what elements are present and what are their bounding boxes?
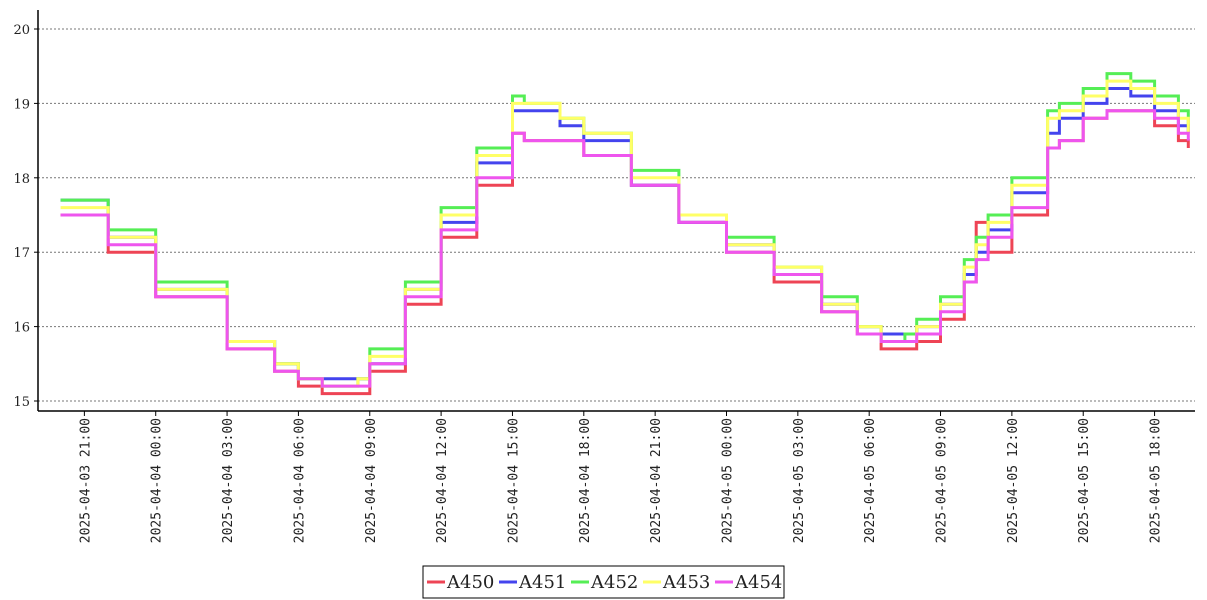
x-tick-label: 2025-04-04 21:00 (649, 418, 664, 543)
x-tick-label: 2025-04-04 00:00 (150, 418, 165, 543)
x-tick-label: 2025-04-05 18:00 (1149, 418, 1164, 543)
y-tick-label: 19 (13, 97, 30, 112)
x-tick-label: 2025-04-04 12:00 (435, 418, 450, 543)
series-lines (60, 72, 1190, 396)
x-tick-label: 2025-04-04 03:00 (221, 418, 236, 543)
x-tick-label: 2025-04-04 06:00 (292, 418, 307, 543)
x-tick-label: 2025-04-05 09:00 (935, 418, 950, 543)
y-axis-ticks: 15 16 17 18 19 20 (13, 23, 38, 410)
x-tick-label: 2025-04-03 21:00 (78, 418, 93, 543)
legend-label-a452: A452 (590, 572, 638, 593)
legend-label-a451: A451 (518, 572, 566, 593)
y-tick-label: 16 (13, 321, 30, 336)
axes (37, 10, 1195, 412)
y-tick-label: 17 (13, 246, 30, 261)
x-axis-ticks: 2025-04-03 21:00 2025-04-04 00:00 2025-04-… (78, 411, 1164, 543)
series-line-a454 (60, 109, 1190, 388)
y-tick-label: 15 (13, 395, 30, 410)
x-tick-label: 2025-04-04 09:00 (364, 418, 379, 543)
x-tick-label: 2025-04-05 15:00 (1077, 418, 1092, 543)
x-tick-label: 2025-04-05 00:00 (720, 418, 735, 543)
x-tick-label: 2025-04-05 12:00 (1006, 418, 1021, 543)
x-tick-label: 2025-04-05 06:00 (863, 418, 878, 543)
x-tick-label: 2025-04-05 03:00 (792, 418, 807, 543)
series-line-a453 (60, 79, 1190, 388)
legend-label-a454: A454 (734, 572, 782, 593)
x-tick-label: 2025-04-04 15:00 (506, 418, 521, 543)
y-tick-label: 18 (13, 172, 30, 187)
series-line-a452 (60, 72, 1190, 388)
legend: A450 A451 A452 A453 A454 (422, 565, 785, 599)
legend-label-a453: A453 (662, 572, 710, 593)
x-tick-label: 2025-04-04 18:00 (578, 418, 593, 543)
y-tick-label: 20 (13, 23, 30, 38)
legend-label-a450: A450 (446, 572, 494, 593)
